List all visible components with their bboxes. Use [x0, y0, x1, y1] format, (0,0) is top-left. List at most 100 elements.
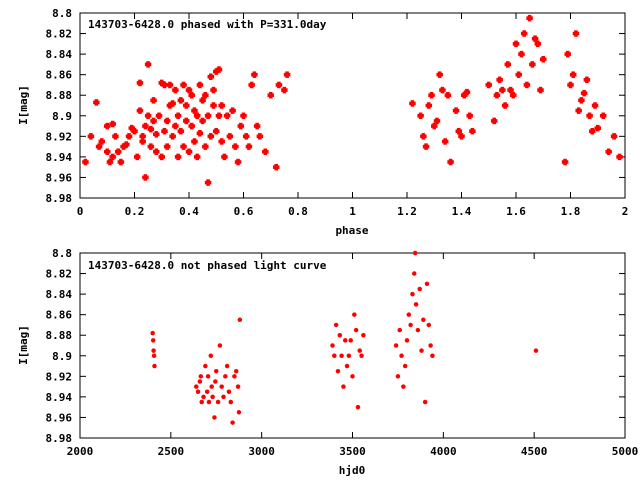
y-tick-label: 8.94: [46, 391, 73, 404]
data-point: [401, 384, 406, 389]
y-tick-label: 8.96: [46, 171, 73, 184]
data-point: [219, 384, 224, 389]
data-point: [196, 81, 204, 89]
y-tick-label: 8.9: [52, 110, 72, 123]
data-point: [463, 88, 471, 96]
data-point: [267, 91, 274, 99]
data-point: [583, 76, 591, 84]
data-point: [344, 363, 350, 369]
x-tick-label: 1.6: [506, 205, 526, 218]
data-point: [501, 102, 509, 109]
data-point: [237, 317, 243, 323]
data-point: [512, 40, 520, 48]
y-tick-label: 8.94: [46, 151, 73, 164]
plot-frame: [79, 252, 626, 439]
data-point: [169, 100, 176, 107]
data-point: [417, 112, 424, 120]
data-point: [117, 158, 125, 166]
data-point: [95, 143, 103, 150]
x-tick-label: 0.8: [288, 205, 308, 218]
data-point: [339, 353, 344, 359]
data-point: [409, 100, 416, 107]
x-tick-label: 2: [622, 205, 629, 218]
data-point: [452, 107, 460, 114]
data-point: [228, 399, 234, 405]
data-point: [191, 138, 198, 145]
data-point: [205, 374, 211, 379]
data-point: [197, 379, 203, 384]
y-tick-label: 8.96: [46, 411, 73, 424]
data-point: [262, 148, 269, 155]
data-point: [210, 86, 217, 94]
data-point: [251, 71, 258, 78]
data-point: [131, 127, 138, 135]
data-point: [402, 363, 408, 369]
data-point: [112, 133, 119, 140]
data-point: [578, 97, 585, 104]
data-point: [144, 61, 152, 68]
data-point: [185, 86, 193, 94]
data-point: [235, 384, 241, 389]
x-tick-label: 0.6: [234, 205, 254, 218]
data-point: [357, 348, 363, 353]
x-tick-label: 5000: [612, 445, 639, 458]
data-point: [194, 384, 199, 389]
data-point: [202, 143, 209, 150]
data-point: [204, 389, 210, 394]
data-point: [518, 50, 525, 58]
y-tick-label: 8.88: [46, 89, 73, 102]
data-points: [150, 250, 539, 425]
data-point: [580, 89, 588, 97]
data-point: [531, 35, 539, 42]
data-point: [510, 91, 517, 99]
x-axis-title: hjd0: [339, 464, 366, 477]
x-tick-label: 0: [77, 205, 84, 218]
data-point: [139, 133, 146, 140]
data-point: [569, 71, 577, 78]
data-point: [207, 133, 215, 140]
data-point: [104, 148, 111, 155]
data-point: [204, 179, 212, 186]
data-point: [515, 71, 522, 78]
data-point: [218, 138, 225, 145]
data-point: [177, 97, 185, 104]
data-point: [425, 102, 433, 109]
data-point: [616, 153, 623, 161]
x-tick-label: 0.2: [125, 205, 145, 218]
data-point: [233, 368, 239, 374]
data-point: [114, 148, 122, 155]
data-point: [150, 330, 155, 336]
data-point: [240, 112, 247, 120]
y-tick-label: 8.98: [46, 432, 73, 445]
data-point: [163, 143, 171, 150]
data-point: [444, 91, 452, 99]
data-point: [610, 133, 618, 140]
plot-frame: [79, 12, 626, 199]
data-point: [466, 112, 473, 120]
data-point: [537, 86, 544, 94]
data-point: [153, 131, 160, 138]
data-point: [417, 286, 422, 292]
data-point: [460, 91, 468, 99]
data-point: [431, 122, 438, 130]
data-point: [199, 97, 206, 104]
data-point: [213, 127, 220, 135]
data-point: [213, 68, 220, 75]
axis-ticks: 0 0.2 0.4 0.6 0.8 1 1.2 1.4 1.6 1.8 2 8.8 8.82 8.84 8.…: [46, 7, 629, 218]
data-point: [410, 291, 415, 297]
phased-plot: 143703-6428.0 phased with P=331.0day pha…: [17, 7, 628, 237]
data-point: [447, 158, 454, 166]
data-point: [275, 81, 283, 89]
data-point: [529, 61, 536, 68]
data-point: [395, 374, 401, 379]
data-point: [533, 348, 539, 353]
data-point: [152, 363, 157, 369]
data-point: [421, 317, 426, 323]
data-point: [485, 81, 492, 89]
data-point: [335, 368, 341, 374]
plot-title: 143703-6428.0 not phased light curve: [88, 259, 327, 272]
data-point: [350, 374, 355, 379]
data-point: [153, 148, 160, 155]
data-point: [151, 353, 157, 359]
data-point: [412, 271, 417, 276]
